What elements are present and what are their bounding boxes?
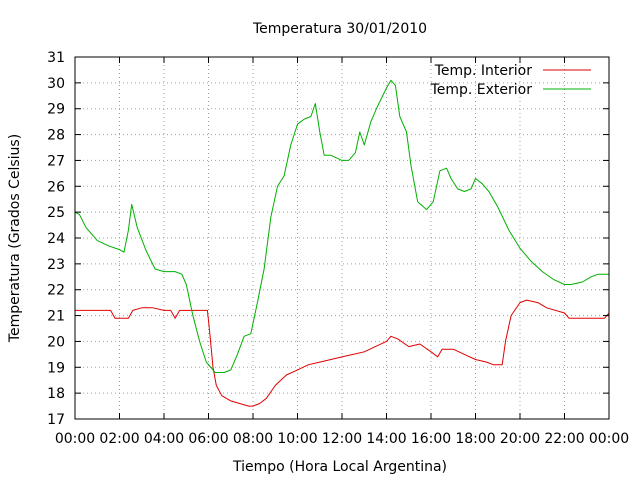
grid [75, 57, 609, 419]
y-tick-label: 18 [47, 386, 65, 402]
x-tick-label: 18:00 [455, 431, 495, 447]
legend-label-exterior: Temp. Exterior [430, 82, 533, 98]
y-tick-label: 20 [47, 334, 65, 350]
y-axis-label: Temperatura (Grados Celsius) [7, 134, 23, 343]
x-tick-label: 14:00 [366, 431, 406, 447]
legend: Temp. Interior Temp. Exterior [430, 63, 591, 98]
x-tick-label: 06:00 [188, 431, 228, 447]
y-tick-label: 22 [47, 283, 65, 299]
x-axis-ticks: 00:00 02:00 04:00 06:00 08:00 10:00 12:00 14:00… [55, 57, 629, 447]
x-tick-label: 22:00 [544, 431, 584, 447]
y-tick-label: 21 [47, 309, 65, 325]
series-line-interior [75, 299, 610, 407]
x-tick-label: 00:00 [55, 431, 95, 447]
y-tick-label: 25 [47, 205, 65, 221]
x-tick-label: 12:00 [322, 431, 362, 447]
y-tick-label: 29 [47, 102, 65, 118]
y-tick-label: 24 [47, 231, 65, 247]
y-axis-ticks: 17 18 19 20 21 22 23 24 25 26 27 28 29 30 31 [47, 50, 609, 428]
x-tick-label: 00:00 [589, 431, 629, 447]
y-tick-label: 17 [47, 412, 65, 428]
y-tick-label: 30 [47, 76, 65, 92]
y-tick-label: 26 [47, 179, 65, 195]
x-tick-label: 08:00 [233, 431, 273, 447]
y-tick-label: 23 [47, 257, 65, 273]
x-tick-label: 20:00 [500, 431, 540, 447]
x-tick-label: 04:00 [144, 431, 184, 447]
legend-label-interior: Temp. Interior [434, 63, 533, 79]
y-tick-label: 27 [47, 153, 65, 169]
y-tick-label: 31 [47, 50, 65, 66]
x-tick-label: 02:00 [99, 431, 139, 447]
y-tick-label: 19 [47, 360, 65, 376]
chart-title: Temperatura 30/01/2010 [252, 21, 427, 37]
series-line-exterior [74, 79, 609, 373]
y-tick-label: 28 [47, 128, 65, 144]
x-tick-label: 16:00 [411, 431, 451, 447]
x-axis-label: Tiempo (Hora Local Argentina) [232, 459, 447, 475]
x-tick-label: 10:00 [277, 431, 317, 447]
series-layer [74, 79, 610, 407]
